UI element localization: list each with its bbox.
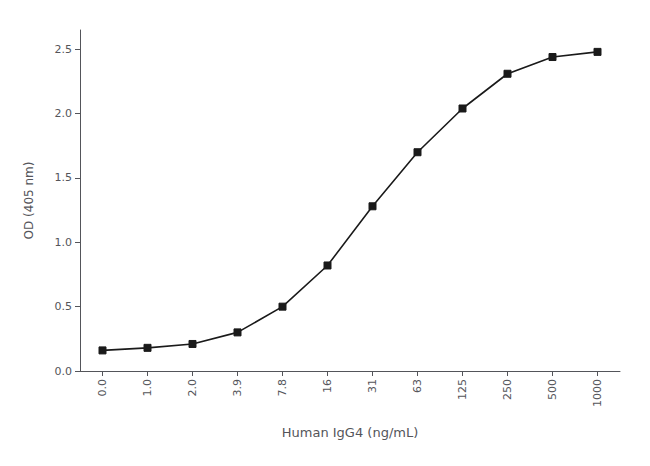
svg-text:0.0: 0.0 — [96, 379, 109, 397]
svg-text:Human IgG4 (ng/mL): Human IgG4 (ng/mL) — [282, 425, 419, 440]
svg-text:1.0: 1.0 — [141, 379, 154, 397]
svg-text:0.5: 0.5 — [55, 300, 73, 313]
svg-text:2.0: 2.0 — [55, 107, 73, 120]
svg-text:125: 125 — [456, 379, 469, 400]
svg-text:0.0: 0.0 — [55, 365, 73, 378]
svg-text:500: 500 — [546, 379, 559, 400]
svg-text:2.0: 2.0 — [186, 379, 199, 397]
svg-text:1000: 1000 — [591, 379, 604, 407]
svg-text:2.5: 2.5 — [55, 43, 73, 56]
svg-text:250: 250 — [501, 379, 514, 400]
svg-text:7.8: 7.8 — [276, 379, 289, 397]
svg-text:63: 63 — [411, 379, 424, 393]
svg-text:1.5: 1.5 — [55, 171, 73, 184]
svg-text:3.9: 3.9 — [231, 379, 244, 397]
svg-text:1.0: 1.0 — [55, 236, 73, 249]
svg-text:OD (405 nm): OD (405 nm) — [22, 162, 36, 240]
svg-text:16: 16 — [321, 379, 334, 393]
svg-text:31: 31 — [366, 379, 379, 393]
